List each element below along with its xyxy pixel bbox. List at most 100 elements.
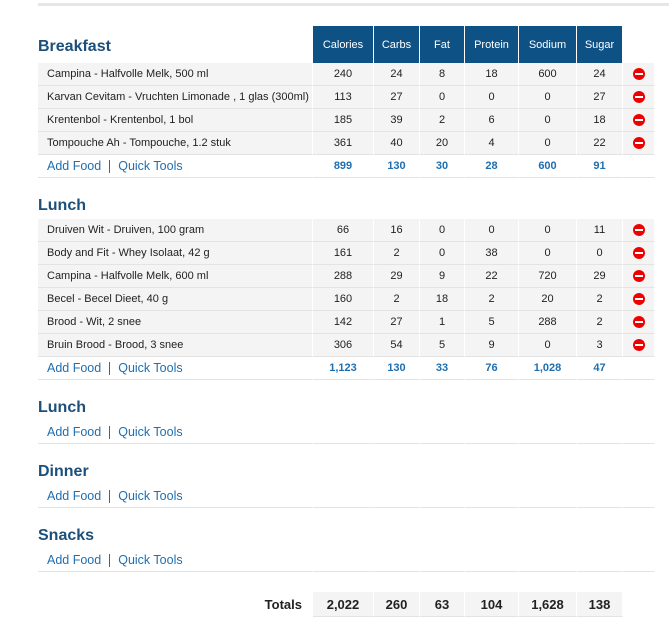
meal-total bbox=[577, 549, 623, 572]
add-food-link[interactable]: Add Food bbox=[47, 158, 102, 173]
column-header: Fat bbox=[420, 26, 465, 63]
food-name[interactable]: Becel - Becel Dieet, 40 g bbox=[38, 288, 313, 311]
food-name[interactable]: Tompouche Ah - Tompouche, 1.2 stuk bbox=[38, 132, 313, 155]
meal-total: 899 bbox=[313, 155, 374, 178]
food-name[interactable]: Campina - Halfvolle Melk, 600 ml bbox=[38, 265, 313, 288]
nutrient-value: 0 bbox=[519, 219, 577, 242]
nutrient-value: 5 bbox=[420, 334, 465, 357]
meal-total: 76 bbox=[465, 357, 519, 380]
food-row: Becel - Becel Dieet, 40 g 160 2 18 2 20 2 bbox=[38, 288, 655, 311]
food-name[interactable]: Krentenbol - Krentenbol, 1 bol bbox=[38, 109, 313, 132]
grand-total-value: 2,022 bbox=[313, 592, 374, 617]
meal-total bbox=[420, 421, 465, 444]
link-separator bbox=[109, 362, 111, 376]
food-name[interactable]: Karvan Cevitam - Vruchten Limonade , 1 g… bbox=[38, 86, 313, 109]
nutrient-value: 24 bbox=[577, 63, 623, 86]
meal-footer: Add Food Quick Tools bbox=[38, 549, 655, 572]
food-row: Krentenbol - Krentenbol, 1 bol 185 39 2 6 0 18 bbox=[38, 109, 655, 132]
nutrient-value: 20 bbox=[420, 132, 465, 155]
nutrient-value: 22 bbox=[465, 265, 519, 288]
nutrient-value: 4 bbox=[465, 132, 519, 155]
delete-icon[interactable] bbox=[632, 224, 645, 237]
food-row: Tompouche Ah - Tompouche, 1.2 stuk 361 40 2… bbox=[38, 132, 655, 155]
nutrient-value: 113 bbox=[313, 86, 374, 109]
food-name[interactable]: Brood - Wit, 2 snee bbox=[38, 311, 313, 334]
food-row: Druiven Wit - Druiven, 100 gram 66 16 0 0 0 11 bbox=[38, 219, 655, 242]
nutrient-value: 20 bbox=[519, 288, 577, 311]
nutrient-value: 240 bbox=[313, 63, 374, 86]
quick-tools-link[interactable]: Quick Tools bbox=[118, 488, 183, 503]
add-food-link[interactable]: Add Food bbox=[47, 360, 102, 375]
add-food-link[interactable]: Add Food bbox=[47, 424, 102, 439]
meal-header: Dinner bbox=[38, 454, 655, 485]
delete-icon[interactable] bbox=[632, 293, 645, 306]
nutrient-value: 40 bbox=[374, 132, 420, 155]
nutrient-value: 0 bbox=[420, 219, 465, 242]
delete-icon[interactable] bbox=[632, 91, 645, 104]
nutrient-value: 306 bbox=[313, 334, 374, 357]
totals-label: Totals bbox=[38, 592, 313, 617]
meal-header: Lunch bbox=[38, 390, 655, 421]
delete-icon[interactable] bbox=[632, 339, 645, 352]
meal-title: Lunch bbox=[38, 188, 313, 219]
quick-tools-link[interactable]: Quick Tools bbox=[118, 360, 183, 375]
nutrient-value: 24 bbox=[374, 63, 420, 86]
delete-icon[interactable] bbox=[632, 247, 645, 260]
meal-total: 33 bbox=[420, 357, 465, 380]
add-food-link[interactable]: Add Food bbox=[47, 488, 102, 503]
meal-total: 130 bbox=[374, 155, 420, 178]
grand-total-value: 138 bbox=[577, 592, 623, 617]
food-name[interactable]: Druiven Wit - Druiven, 100 gram bbox=[38, 219, 313, 242]
nutrient-value: 2 bbox=[420, 109, 465, 132]
delete-icon[interactable] bbox=[632, 68, 645, 81]
link-separator bbox=[109, 554, 111, 568]
food-row: Karvan Cevitam - Vruchten Limonade , 1 g… bbox=[38, 86, 655, 109]
add-food-link[interactable]: Add Food bbox=[47, 552, 102, 567]
delete-icon[interactable] bbox=[632, 270, 645, 283]
nutrient-value: 0 bbox=[420, 86, 465, 109]
nutrient-value: 18 bbox=[465, 63, 519, 86]
meal-total: 1,028 bbox=[519, 357, 577, 380]
nutrient-value: 0 bbox=[519, 334, 577, 357]
nutrient-value: 161 bbox=[313, 242, 374, 265]
nutrient-value: 720 bbox=[519, 265, 577, 288]
meal-total bbox=[313, 421, 374, 444]
nutrient-value: 0 bbox=[519, 109, 577, 132]
nutrient-value: 600 bbox=[519, 63, 577, 86]
nutrient-value: 5 bbox=[465, 311, 519, 334]
quick-tools-link[interactable]: Quick Tools bbox=[118, 158, 183, 173]
food-name[interactable]: Campina - Halfvolle Melk, 500 ml bbox=[38, 63, 313, 86]
nutrient-value: 8 bbox=[420, 63, 465, 86]
meal-total bbox=[374, 549, 420, 572]
nutrient-value: 160 bbox=[313, 288, 374, 311]
delete-icon[interactable] bbox=[632, 316, 645, 329]
column-header: Sodium bbox=[519, 26, 577, 63]
meal-footer: Add Food Quick Tools 899 130 30 28 600 91 bbox=[38, 155, 655, 178]
nutrient-value: 9 bbox=[465, 334, 519, 357]
meal-total bbox=[465, 485, 519, 508]
column-header: Protein bbox=[465, 26, 519, 63]
nutrient-value: 39 bbox=[374, 109, 420, 132]
meal-total bbox=[374, 485, 420, 508]
delete-icon[interactable] bbox=[632, 114, 645, 127]
grand-total-value: 63 bbox=[420, 592, 465, 617]
nutrient-value: 185 bbox=[313, 109, 374, 132]
food-name[interactable]: Body and Fit - Whey Isolaat, 42 g bbox=[38, 242, 313, 265]
nutrient-value: 0 bbox=[465, 219, 519, 242]
meal-total: 1,123 bbox=[313, 357, 374, 380]
link-separator bbox=[109, 490, 111, 504]
link-separator bbox=[109, 160, 111, 174]
nutrient-value: 66 bbox=[313, 219, 374, 242]
nutrient-value: 0 bbox=[519, 86, 577, 109]
food-name[interactable]: Bruin Brood - Brood, 3 snee bbox=[38, 334, 313, 357]
meal-total bbox=[519, 549, 577, 572]
nutrient-value: 29 bbox=[374, 265, 420, 288]
nutrient-value: 38 bbox=[465, 242, 519, 265]
delete-icon[interactable] bbox=[632, 137, 645, 150]
quick-tools-link[interactable]: Quick Tools bbox=[118, 424, 183, 439]
nutrient-value: 2 bbox=[577, 311, 623, 334]
nutrient-value: 29 bbox=[577, 265, 623, 288]
link-separator bbox=[109, 426, 111, 440]
quick-tools-link[interactable]: Quick Tools bbox=[118, 552, 183, 567]
meal-total: 47 bbox=[577, 357, 623, 380]
